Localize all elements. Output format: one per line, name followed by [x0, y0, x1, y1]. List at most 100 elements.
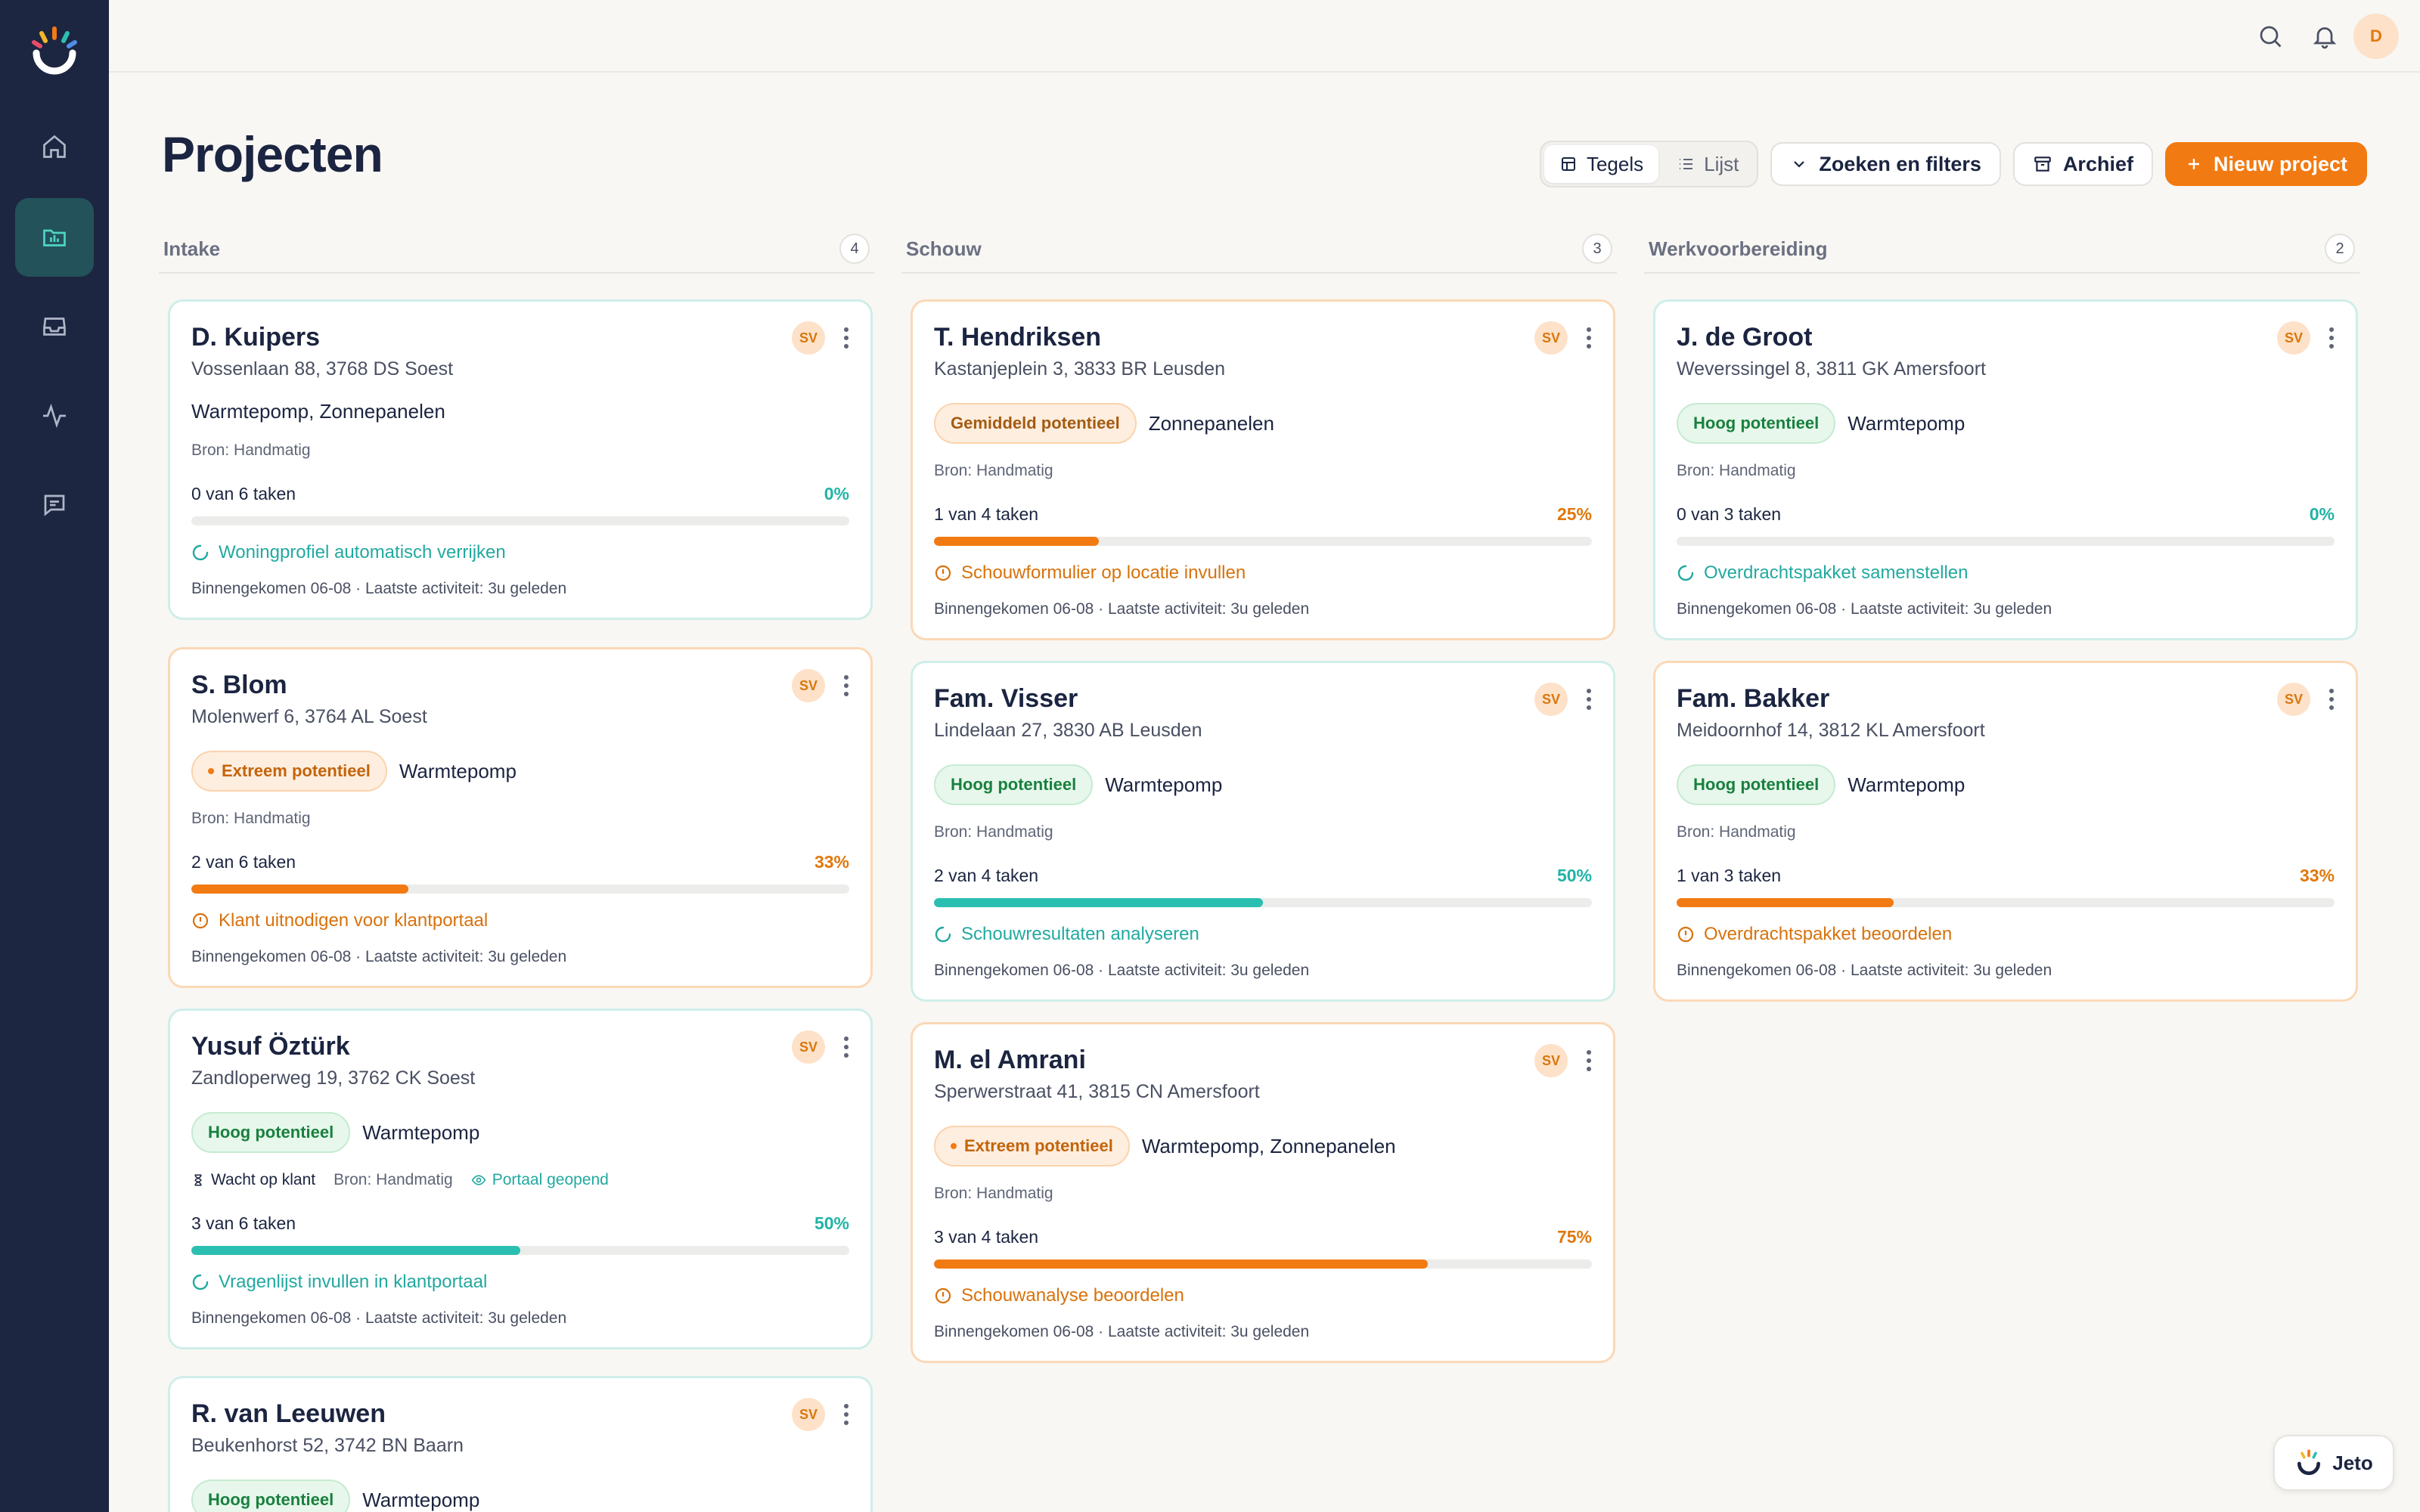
- products: Warmtepomp: [362, 1488, 480, 1511]
- assignee-avatar: SV: [2277, 683, 2310, 716]
- column-werkvoorbereiding: Werkvoorbereiding 2 J. de Groot Weverssi…: [1644, 225, 2360, 1002]
- card-footer: Binnengekomen 06-08 · Laatste activiteit…: [191, 948, 567, 965]
- assignee-avatar: SV: [792, 321, 825, 355]
- badge-label: Hoog potentieel: [208, 1123, 334, 1142]
- search-button[interactable]: [2252, 18, 2288, 54]
- more-options-icon[interactable]: [2328, 327, 2335, 349]
- next-task-label: Overdrachtspakket samenstellen: [1704, 562, 1969, 583]
- project-card[interactable]: D. Kuipers Vossenlaan 88, 3768 DS Soest …: [168, 299, 873, 620]
- badge-label: Hoog potentieel: [208, 1490, 334, 1509]
- source: Bron: Handmatig: [934, 462, 1053, 479]
- more-options-icon[interactable]: [2328, 689, 2335, 710]
- customer-name: D. Kuipers: [191, 323, 321, 352]
- column-header: Intake 4: [159, 225, 874, 274]
- column-header: Schouw 3: [901, 225, 1617, 274]
- column-title: Intake: [163, 237, 221, 260]
- view-list-button[interactable]: Lijst: [1661, 145, 1754, 183]
- search-filters-button[interactable]: Zoeken en filters: [1770, 142, 2001, 186]
- customer-address: Kastanjeplein 3, 3833 BR Leusden: [934, 358, 1226, 380]
- loading-spinner-icon: [1677, 565, 1694, 581]
- plus-icon: [2188, 159, 2199, 169]
- progress-bar: [1677, 537, 2335, 546]
- nav-messages[interactable]: [15, 466, 94, 544]
- next-task[interactable]: Woningprofiel automatisch verrijken: [191, 542, 849, 563]
- project-card[interactable]: Fam. Visser Lindelaan 27, 3830 AB Leusde…: [911, 661, 1615, 1002]
- customer-address: Vossenlaan 88, 3768 DS Soest: [191, 358, 454, 380]
- topbar: D: [109, 0, 2420, 73]
- nav-home[interactable]: [15, 107, 94, 186]
- assignee-avatar: SV: [1534, 321, 1568, 355]
- column-count: 2: [2325, 234, 2355, 264]
- more-options-icon[interactable]: [1586, 1050, 1592, 1071]
- project-card[interactable]: S. Blom Molenwerf 6, 3764 AL Soest SV Ex…: [168, 647, 873, 988]
- next-task[interactable]: Klant uitnodigen voor klantportaal: [191, 910, 849, 931]
- project-card[interactable]: J. de Groot Weverssingel 8, 3811 GK Amer…: [1653, 299, 2358, 640]
- nav-activity[interactable]: [15, 376, 94, 455]
- activity-icon: [43, 403, 66, 429]
- project-card[interactable]: Fam. Bakker Meidoornhof 14, 3812 KL Amer…: [1653, 661, 2358, 1002]
- next-task[interactable]: Schouwanalyse beoordelen: [934, 1285, 1592, 1306]
- nav-inbox[interactable]: [15, 287, 94, 366]
- app-logo[interactable]: [27, 24, 82, 79]
- chevron-down-icon: [1794, 161, 1805, 168]
- source: Bron: Handmatig: [191, 442, 311, 459]
- more-options-icon[interactable]: [843, 1036, 849, 1058]
- customer-address: Weverssingel 8, 3811 GK Amersfoort: [1677, 358, 1986, 380]
- potential-badge: Hoog potentieel: [934, 764, 1094, 805]
- task-count: 3 van 6 taken: [191, 1213, 296, 1233]
- next-task-label: Schouwformulier op locatie invullen: [961, 562, 1246, 583]
- view-tiles-label: Tegels: [1586, 152, 1644, 175]
- next-task[interactable]: Overdrachtspakket beoordelen: [1677, 924, 2335, 945]
- project-card[interactable]: T. Hendriksen Kastanjeplein 3, 3833 BR L…: [911, 299, 1615, 640]
- next-task-label: Overdrachtspakket beoordelen: [1704, 924, 1953, 944]
- more-options-icon[interactable]: [1586, 327, 1592, 349]
- loading-spinner-icon: [192, 544, 209, 561]
- next-task[interactable]: Schouwresultaten analyseren: [934, 924, 1592, 945]
- assistant-button[interactable]: Jeto: [2273, 1435, 2394, 1491]
- potential-badge: Extreem potentieel: [934, 1126, 1130, 1167]
- assistant-logo-icon: [2297, 1449, 2321, 1476]
- nav-projects[interactable]: [15, 198, 94, 277]
- next-task[interactable]: Schouwformulier op locatie invullen: [934, 562, 1592, 584]
- new-project-button[interactable]: Nieuw project: [2164, 142, 2367, 186]
- badge-label: Extreem potentieel: [964, 1136, 1113, 1155]
- project-card[interactable]: Yusuf Öztürk Zandloperweg 19, 3762 CK So…: [168, 1009, 873, 1349]
- more-options-icon[interactable]: [1586, 689, 1592, 710]
- more-options-icon[interactable]: [843, 675, 849, 696]
- column-header: Werkvoorbereiding 2: [1644, 225, 2360, 274]
- next-task[interactable]: Overdrachtspakket samenstellen: [1677, 562, 2335, 584]
- archive-button[interactable]: Archief: [2012, 142, 2153, 186]
- archive-icon: [2034, 156, 2051, 172]
- alert-circle-icon: [935, 565, 951, 581]
- assignee-avatar: SV: [792, 1398, 825, 1431]
- more-options-icon[interactable]: [843, 1404, 849, 1425]
- dot-icon: [951, 1143, 957, 1149]
- project-card[interactable]: M. el Amrani Sperwerstraat 41, 3815 CN A…: [911, 1022, 1615, 1363]
- more-options-icon[interactable]: [843, 327, 849, 349]
- badge-label: Extreem potentieel: [222, 761, 371, 780]
- customer-address: Molenwerf 6, 3764 AL Soest: [191, 706, 427, 727]
- next-task[interactable]: Vragenlijst invullen in klantportaal: [191, 1272, 849, 1293]
- progress-bar: [191, 516, 849, 525]
- progress-percent: 75%: [1556, 1227, 1592, 1247]
- bell-icon: [2313, 27, 2337, 49]
- card-footer: Binnengekomen 06-08 · Laatste activiteit…: [1677, 600, 2052, 618]
- view-tiles-button[interactable]: Tegels: [1544, 145, 1659, 183]
- list-icon: [1680, 159, 1693, 169]
- potential-badge: Hoog potentieel: [1677, 403, 1836, 444]
- potential-badge: Hoog potentieel: [1677, 764, 1836, 805]
- project-card[interactable]: R. van Leeuwen Beukenhorst 52, 3742 BN B…: [168, 1376, 873, 1512]
- home-icon: [43, 135, 66, 158]
- customer-address: Zandloperweg 19, 3762 CK Soest: [191, 1067, 476, 1089]
- products: Zonnepanelen: [1148, 411, 1274, 435]
- inbox-icon: [43, 318, 66, 336]
- column-title: Werkvoorbereiding: [1649, 237, 1828, 260]
- column-intake: Intake 4 D. Kuipers Vossenlaan 88, 3768 …: [159, 225, 874, 1512]
- potential-badge: Hoog potentieel: [191, 1479, 351, 1512]
- notifications-button[interactable]: [2307, 18, 2343, 54]
- column-schouw: Schouw 3 T. Hendriksen Kastanjeplein 3, …: [901, 225, 1617, 1363]
- search-icon: [2260, 26, 2282, 48]
- progress-bar: [1677, 898, 2335, 907]
- products: Warmtepomp: [362, 1120, 480, 1144]
- avatar[interactable]: D: [2353, 14, 2399, 59]
